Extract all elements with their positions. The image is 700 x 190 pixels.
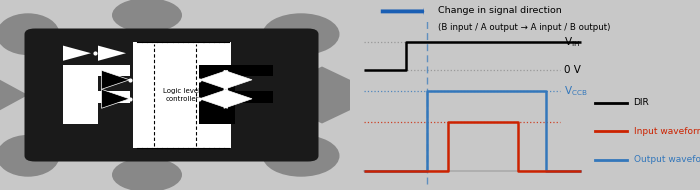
Polygon shape [98, 46, 126, 61]
Text: $\mathregular{V_{IH}}$: $\mathregular{V_{IH}}$ [564, 35, 580, 49]
Text: Logic level
controller: Logic level controller [163, 88, 201, 102]
Text: Input waveform: Input waveform [634, 127, 700, 136]
Ellipse shape [112, 158, 182, 190]
Polygon shape [63, 65, 130, 124]
Ellipse shape [0, 13, 60, 55]
Polygon shape [199, 89, 228, 108]
Text: 0 V: 0 V [564, 65, 580, 75]
Text: $\mathregular{V_{CCB}}$: $\mathregular{V_{CCB}}$ [564, 84, 587, 98]
Text: Output waveform: Output waveform [634, 155, 700, 164]
Ellipse shape [0, 135, 60, 177]
Polygon shape [224, 89, 252, 108]
Text: Change in signal direction: Change in signal direction [438, 6, 561, 15]
Ellipse shape [112, 0, 182, 32]
Polygon shape [224, 70, 252, 89]
Polygon shape [0, 80, 28, 110]
FancyBboxPatch shape [25, 28, 318, 162]
Polygon shape [199, 70, 228, 89]
Ellipse shape [262, 135, 340, 177]
Ellipse shape [262, 13, 340, 55]
Polygon shape [63, 46, 91, 61]
Text: DIR: DIR [634, 98, 650, 107]
Polygon shape [199, 65, 273, 124]
FancyBboxPatch shape [133, 42, 231, 148]
Polygon shape [294, 66, 350, 124]
Text: (B input / A output → A input / B output): (B input / A output → A input / B output… [438, 23, 610, 32]
Polygon shape [102, 70, 130, 89]
Polygon shape [102, 89, 130, 108]
